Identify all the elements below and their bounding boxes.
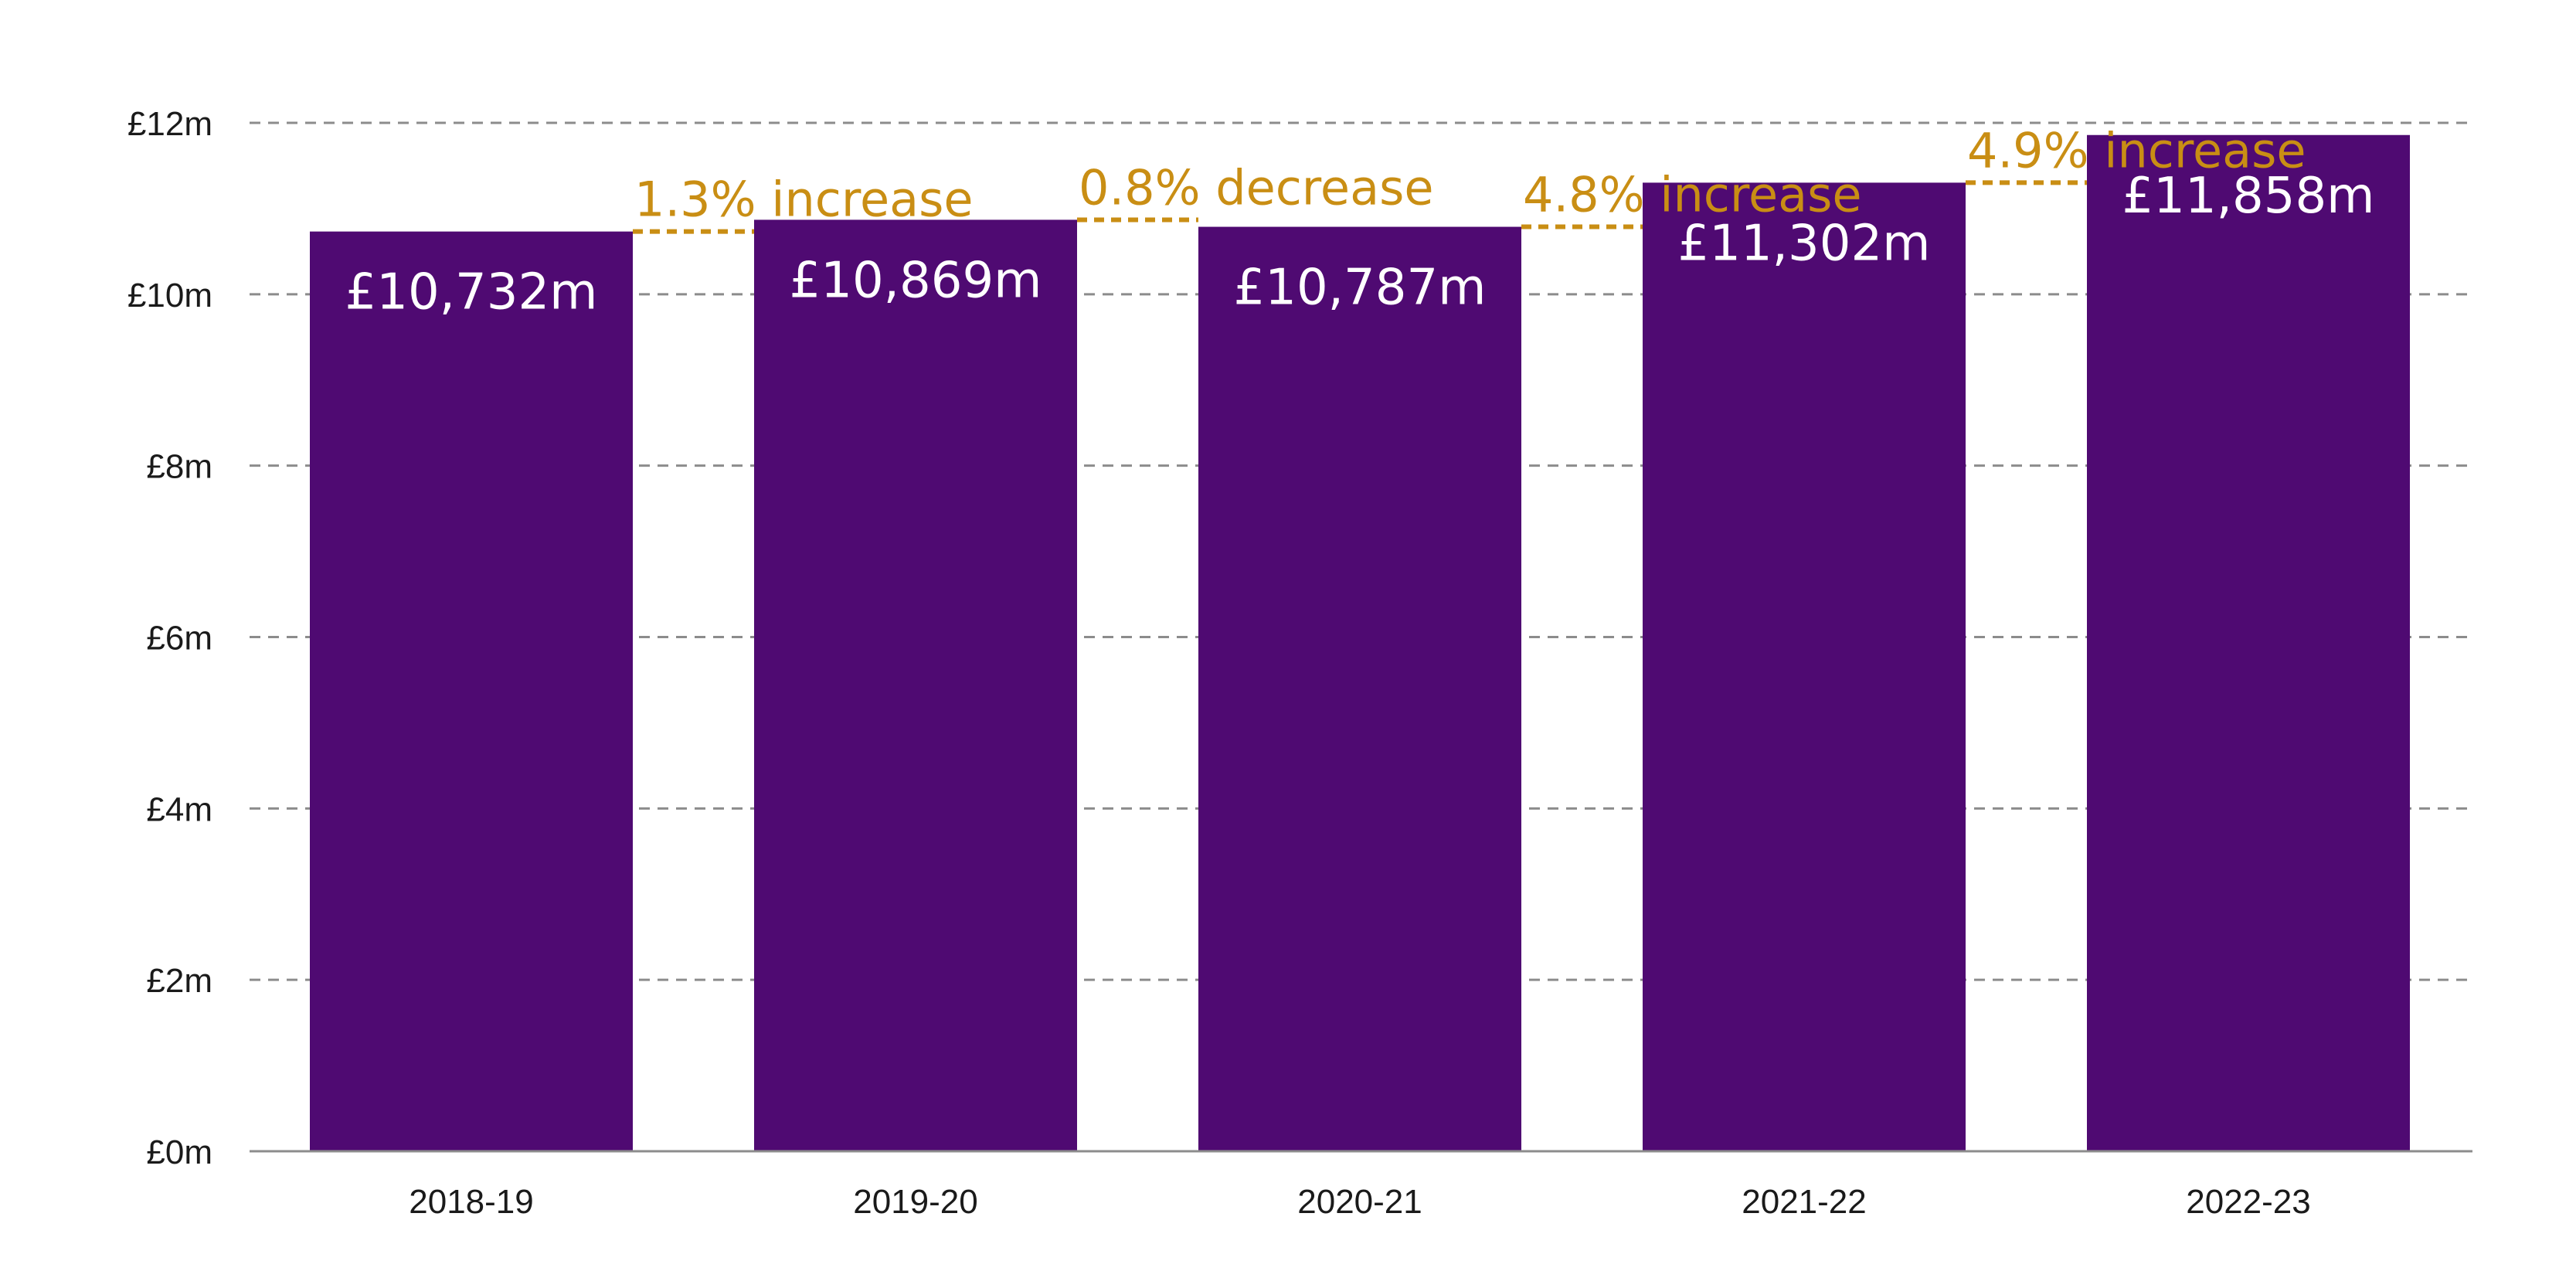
data-labels: £10,732m £10,869m £10,787m £11,302m £11,858m: [345, 168, 2375, 321]
bar-value-label: £10,869m: [790, 252, 1042, 309]
x-tick-label: 2018-19: [409, 1183, 533, 1221]
y-tick-label: £2m: [146, 962, 212, 1000]
y-tick-label: £0m: [146, 1133, 212, 1171]
change-annotation-label: 0.8% decrease: [1079, 159, 1434, 216]
axes: £0m £2m £4m £6m £8m £10m £12m 2018-19 2019-20 202…: [127, 105, 2472, 1221]
x-tick-label: 2020-21: [1297, 1183, 1422, 1221]
bar-value-label: £11,858m: [2122, 168, 2375, 225]
bar: [1198, 226, 1521, 1151]
y-tick-label: £8m: [146, 448, 212, 486]
bar: [754, 219, 1077, 1151]
bars: [310, 134, 2410, 1152]
x-tick-label: 2021-22: [1742, 1183, 1866, 1221]
bar-value-label: £11,302m: [1678, 215, 1931, 272]
bar: [310, 231, 633, 1151]
change-annotation-label: 4.8% increase: [1523, 167, 1862, 223]
bar: [1643, 182, 1966, 1152]
x-tick-label: 2019-20: [853, 1183, 977, 1221]
change-annotations: 1.3% increase 0.8% decrease 4.8% increase 4…: [633, 122, 2306, 234]
y-tick-label: £12m: [127, 105, 212, 143]
bar-value-label: £10,787m: [1234, 260, 1487, 317]
change-annotation-label: 1.3% increase: [634, 172, 974, 228]
y-tick-label: £10m: [127, 277, 212, 314]
change-annotation-label: 4.9% increase: [1967, 122, 2306, 178]
bar-value-label: £10,732m: [345, 264, 598, 321]
x-tick-label: 2022-23: [2186, 1183, 2310, 1221]
y-tick-label: £6m: [146, 620, 212, 658]
y-tick-label: £4m: [146, 790, 212, 828]
bar: [2087, 134, 2410, 1152]
